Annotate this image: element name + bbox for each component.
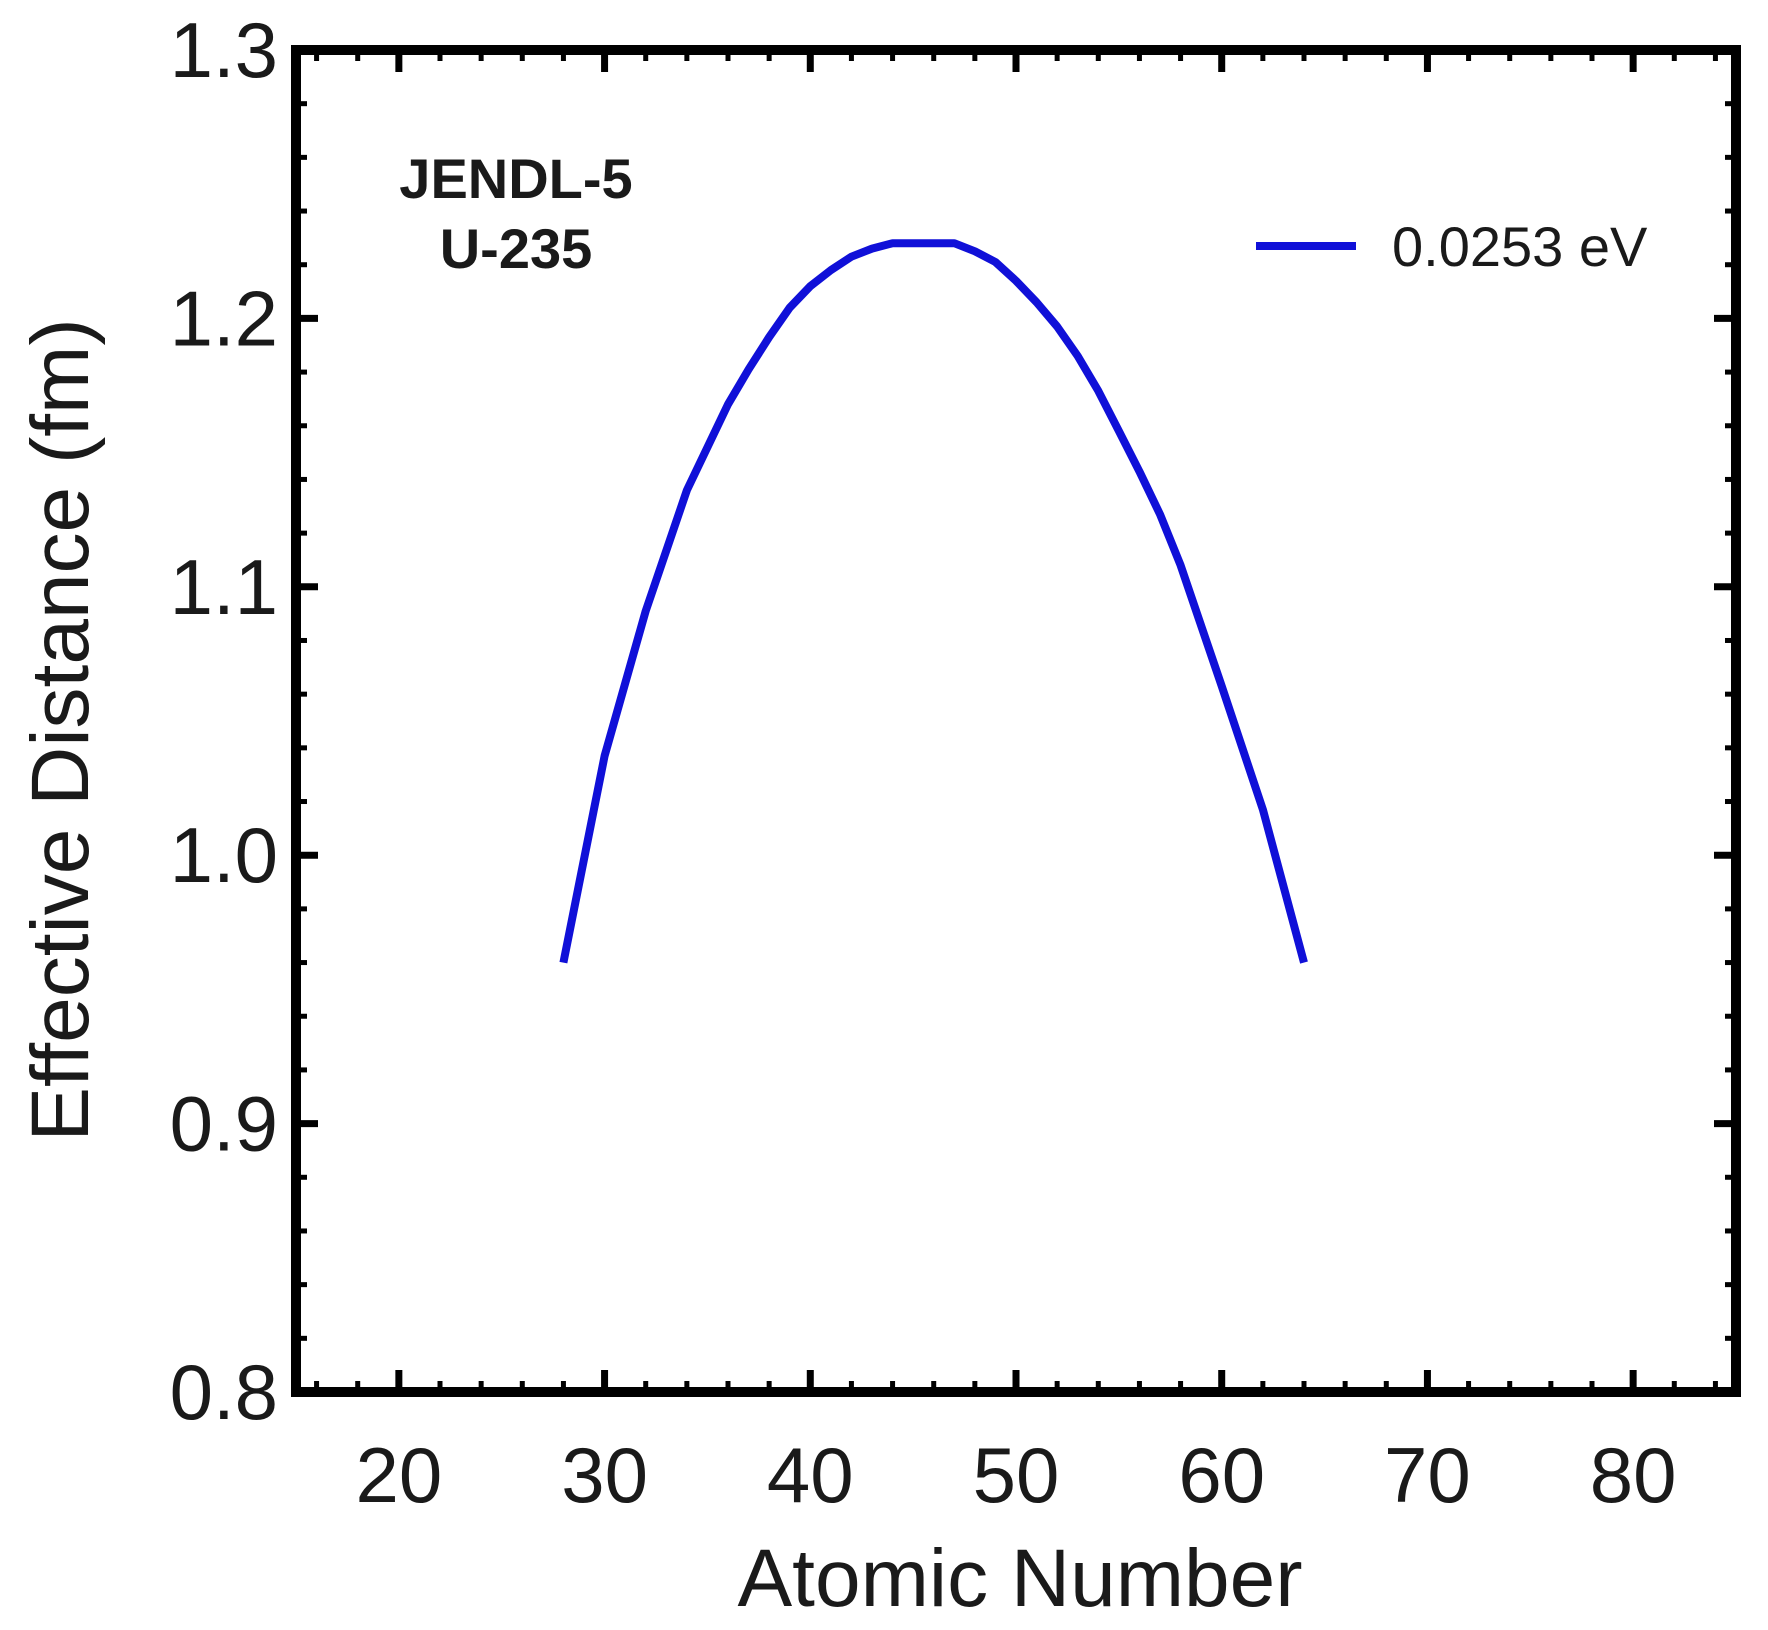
x-tick-label-40: 40	[767, 1431, 854, 1519]
x-axis-label: Atomic Number	[737, 1533, 1302, 1624]
legend-label: 0.0253 eV	[1392, 215, 1648, 278]
y-tick-label-0.8: 0.8	[170, 1348, 278, 1436]
y-tick-label-1.2: 1.2	[170, 274, 278, 362]
series-layer	[559, 239, 1308, 964]
x-tick-label-50: 50	[973, 1431, 1060, 1519]
plot-frame	[291, 45, 1741, 1397]
x-tick-label-60: 60	[1178, 1431, 1265, 1519]
y-tick-label-1.3: 1.3	[170, 6, 278, 94]
ticks-layer: 20 30 40 50 60 70 80 0.8 0.9 1.0 1.1 1.2 1.3	[170, 6, 1736, 1519]
x-tick-label-20: 20	[355, 1431, 442, 1519]
annotation-nuclide: U-235	[440, 217, 593, 280]
y-tick-label-0.9: 0.9	[170, 1080, 278, 1168]
y-tick-label-1.1: 1.1	[170, 543, 278, 631]
x-tick-label-80: 80	[1590, 1431, 1677, 1519]
annotation-dataset: JENDL-5	[399, 147, 632, 210]
y-axis-label: Effective Distance (fm)	[15, 318, 106, 1141]
x-tick-label-70: 70	[1384, 1431, 1471, 1519]
legend: 0.0253 eV	[1256, 215, 1648, 278]
y-tick-label-1.0: 1.0	[170, 811, 278, 899]
x-tick-label-30: 30	[561, 1431, 648, 1519]
series-line-0	[559, 239, 1308, 964]
